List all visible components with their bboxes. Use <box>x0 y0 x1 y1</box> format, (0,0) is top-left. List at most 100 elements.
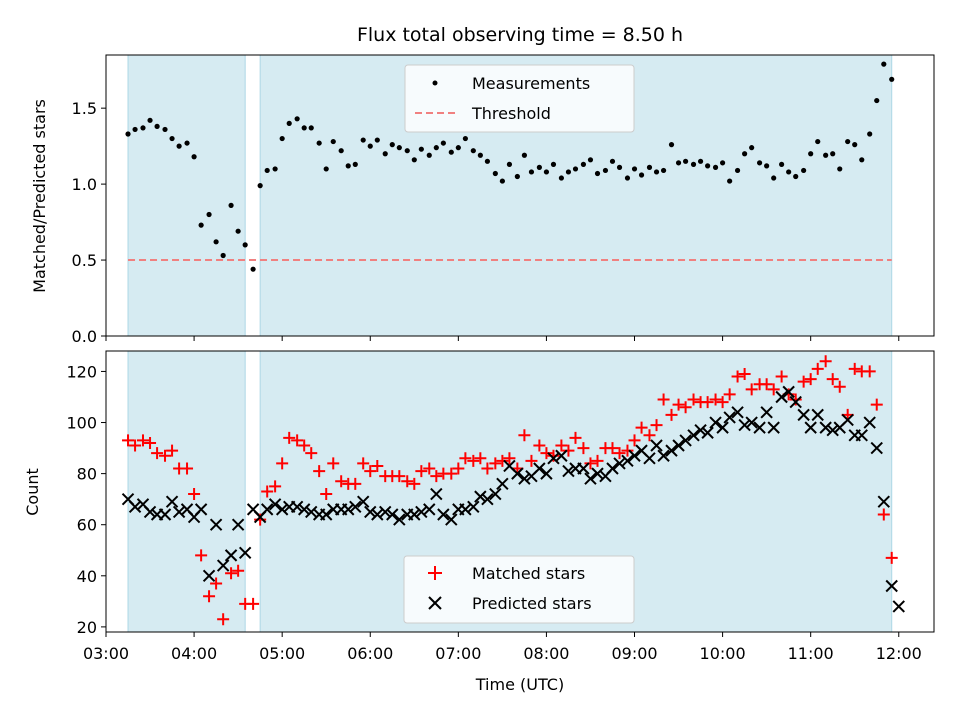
measurement-point <box>631 166 638 172</box>
predicted-star-marker <box>518 472 531 485</box>
predicted-star-marker <box>665 444 678 457</box>
predicted-star-marker <box>297 503 311 516</box>
matched-star-marker <box>577 442 590 455</box>
matched-star-marker <box>401 475 414 488</box>
measurement-point <box>675 160 682 166</box>
predicted-star-marker <box>143 505 157 519</box>
measurement-point <box>580 161 587 167</box>
matched-star-marker <box>481 462 494 475</box>
matched-star-marker <box>195 549 208 562</box>
predicted-star-marker <box>379 505 392 519</box>
measurement-point <box>683 158 689 164</box>
predicted-star-marker <box>408 508 421 521</box>
top-y-tick-label: 1.0 <box>72 175 97 194</box>
predicted-star-marker <box>855 429 868 442</box>
matched-star-marker <box>789 393 802 406</box>
bottom-y-tick-label: 80 <box>77 465 97 484</box>
predicted-star-marker <box>650 439 663 452</box>
predicted-star-marker <box>613 457 626 470</box>
measurement-point <box>638 172 645 178</box>
matched-star-marker <box>701 396 714 409</box>
measurement-point <box>440 140 446 146</box>
matched-star-marker <box>767 383 780 396</box>
matched-star-marker <box>291 434 304 447</box>
bottom-y-axis-label: Count <box>23 468 42 516</box>
predicted-star-marker <box>423 503 436 516</box>
matched-star-marker <box>423 462 436 475</box>
predicted-star-marker <box>224 549 238 562</box>
matched-star-marker <box>555 439 568 452</box>
matched-star-marker <box>445 467 458 480</box>
measurement-point <box>308 125 314 131</box>
predicted-star-marker <box>481 492 494 506</box>
predicted-star-marker <box>591 467 604 480</box>
measurement-point <box>125 131 131 137</box>
predicted-star-marker <box>885 579 898 593</box>
matched-star-marker <box>305 447 318 460</box>
x-tick-label: 12:00 <box>876 644 922 663</box>
matched-star-marker <box>672 398 685 411</box>
matched-star-marker <box>452 462 465 475</box>
measurement-point <box>514 173 520 180</box>
predicted-star-marker <box>194 503 208 516</box>
matched-star-marker <box>628 434 641 447</box>
predicted-star-marker <box>621 454 634 468</box>
predicted-star-marker <box>694 423 707 437</box>
measurement-point <box>550 161 557 167</box>
predicted-star-marker <box>767 421 780 434</box>
measurement-point <box>705 163 711 169</box>
matched-star-marker <box>496 454 509 467</box>
matched-star-marker <box>819 355 832 368</box>
top-legend-box <box>404 64 635 133</box>
matched-star-marker <box>210 577 223 590</box>
predicted-star-marker <box>577 462 590 475</box>
predicted-star-marker <box>430 487 443 501</box>
legend-plus-marker <box>428 566 442 580</box>
matched-star-marker <box>276 457 289 470</box>
predicted-star-marker <box>804 421 817 434</box>
legend-threshold-label: Threshold <box>471 104 551 123</box>
predicted-star-marker <box>709 416 722 429</box>
top-shaded-interval <box>127 54 246 337</box>
predicted-star-marker <box>128 500 142 514</box>
measurement-point <box>477 152 483 158</box>
predicted-star-marker <box>231 518 245 531</box>
measurement-point <box>191 154 197 160</box>
measurement-point <box>536 164 542 170</box>
measurement-point <box>771 175 777 181</box>
matched-star-marker <box>166 444 179 457</box>
measurement-point <box>286 120 292 126</box>
matched-star-marker <box>723 388 736 401</box>
predicted-star-marker <box>555 449 568 462</box>
measurement-point <box>874 97 880 104</box>
matched-star-marker <box>357 457 370 470</box>
measurement-point <box>411 157 417 163</box>
predicted-star-marker <box>467 500 480 514</box>
x-tick-label: 08:00 <box>523 644 569 663</box>
matched-star-marker <box>203 590 216 603</box>
matched-star-marker <box>467 454 480 467</box>
matched-star-marker <box>415 465 428 478</box>
measurement-point <box>852 142 858 148</box>
measurement-point <box>455 145 461 151</box>
predicted-star-marker <box>275 503 289 516</box>
x-tick-label: 09:00 <box>611 644 657 663</box>
matched-star-marker <box>393 470 406 483</box>
measurement-point <box>140 125 146 131</box>
matched-star-marker <box>313 465 326 478</box>
measurement-point <box>572 166 579 172</box>
bottom-legend: Matched stars Predicted stars <box>403 555 635 624</box>
matched-star-marker <box>877 508 890 521</box>
matched-star-marker <box>833 380 846 393</box>
matched-star-marker <box>665 408 678 421</box>
matched-star-marker <box>254 513 267 526</box>
predicted-star-marker <box>723 411 736 424</box>
measurement-point <box>404 148 410 154</box>
x-tick-label: 11:00 <box>788 644 834 663</box>
predicted-star-marker <box>238 546 252 560</box>
matched-star-marker <box>643 429 656 442</box>
predicted-star-marker <box>290 500 304 514</box>
measurement-point <box>235 228 241 234</box>
predicted-star-marker <box>584 472 597 485</box>
measurement-point <box>462 135 468 142</box>
